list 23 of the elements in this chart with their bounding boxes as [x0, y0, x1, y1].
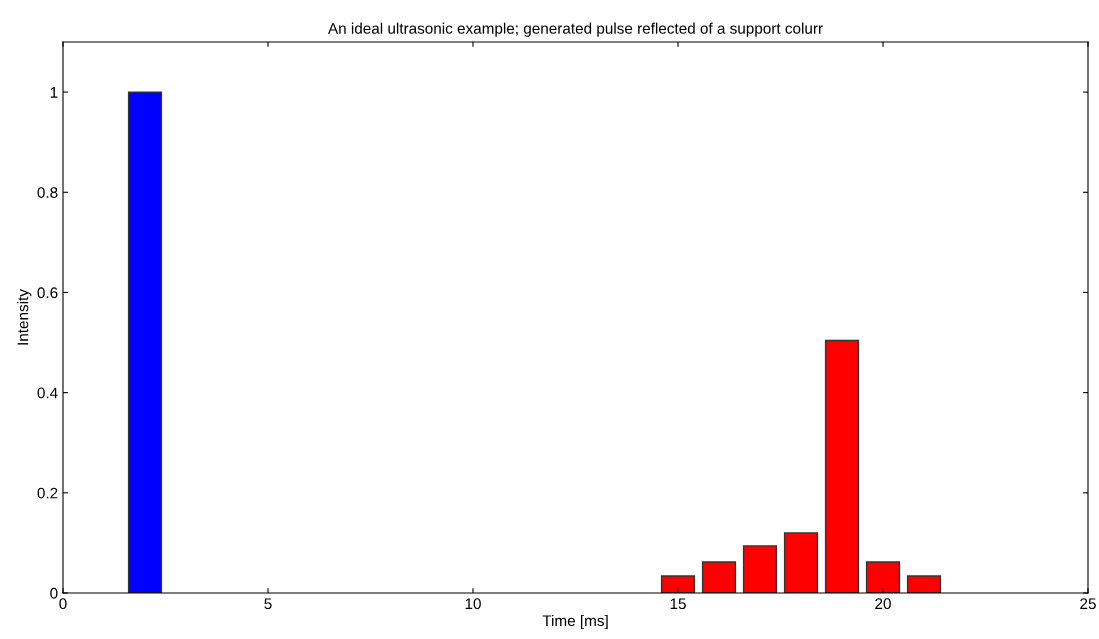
y-tick-label: 0.4 — [37, 387, 58, 399]
x-tick-label: 10 — [465, 598, 481, 610]
x-tick-label: 15 — [670, 598, 686, 610]
bar — [906, 575, 942, 593]
y-tick-label: 0.6 — [37, 287, 58, 299]
chart-title: An ideal ultrasonic example; generated pulse reflected of a support colurr — [327, 22, 823, 37]
x-tick-label: 0 — [59, 598, 67, 610]
bar — [824, 339, 860, 593]
x-tick-label: 5 — [264, 598, 272, 610]
x-axis-title: Time [ms] — [542, 614, 608, 630]
bar — [701, 561, 737, 593]
y-tick-label: 0.2 — [37, 487, 58, 499]
bar — [660, 575, 696, 593]
bar — [783, 532, 819, 593]
bar — [127, 91, 163, 593]
y-tick-label: 1 — [50, 87, 58, 98]
bar — [742, 545, 778, 593]
bar — [865, 561, 901, 593]
y-tick-label: 0.8 — [37, 187, 58, 198]
y-tick-label: 0 — [50, 587, 58, 599]
x-tick-label: 20 — [875, 598, 891, 610]
x-tick-label: 25 — [1080, 598, 1096, 610]
y-axis-title: Intensity — [17, 289, 32, 345]
